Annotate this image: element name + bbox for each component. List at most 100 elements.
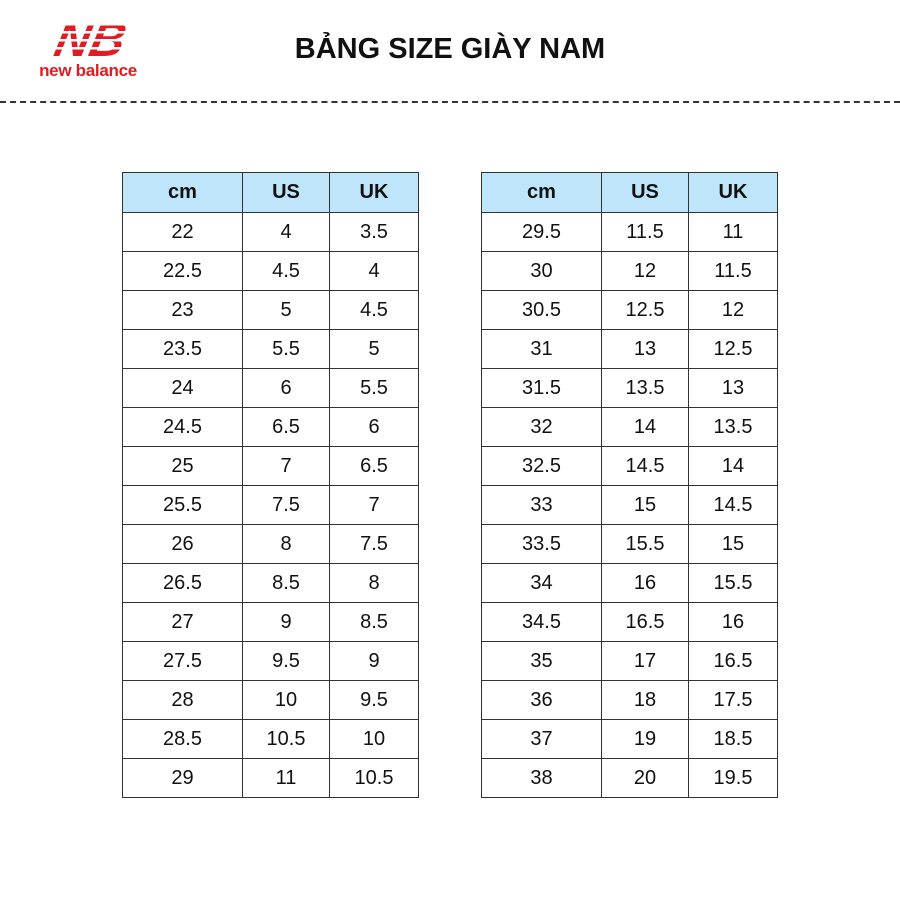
cell-cm: 32 [481,407,602,447]
cell-us: 15 [601,485,689,525]
cell-us: 20 [601,758,689,798]
cell-us: 6.5 [242,407,330,447]
cell-uk: 10 [329,719,419,759]
header-us: US [242,172,330,213]
cell-us: 11 [242,758,330,798]
cell-cm: 22 [122,212,243,252]
table-row: 30 12 11.5 [481,251,778,291]
cell-us: 8 [242,524,330,564]
cell-uk: 5 [329,329,419,369]
cell-uk: 17.5 [688,680,778,720]
cell-uk: 13 [688,368,778,408]
table-row: 27 9 8.5 [122,602,419,642]
table-row: 34 16 15.5 [481,563,778,603]
cell-us: 6 [242,368,330,408]
cell-cm: 34.5 [481,602,602,642]
cell-cm: 33.5 [481,524,602,564]
cell-uk: 12 [688,290,778,330]
cell-cm: 23.5 [122,329,243,369]
cell-us: 9.5 [242,641,330,681]
size-table-right: cm US UK 29.5 11.5 11 30 12 11.5 30.5 12.5 12 31 1… [481,172,778,798]
cell-us: 16.5 [601,602,689,642]
cell-uk: 8.5 [329,602,419,642]
cell-cm: 22.5 [122,251,243,291]
table-row: 36 18 17.5 [481,680,778,720]
cell-uk: 6.5 [329,446,419,486]
table-row: 27.5 9.5 9 [122,641,419,681]
cell-cm: 35 [481,641,602,681]
header-us: US [601,172,689,213]
cell-us: 5.5 [242,329,330,369]
table-row: 28.5 10.5 10 [122,719,419,759]
table-row: 23.5 5.5 5 [122,329,419,369]
cell-us: 9 [242,602,330,642]
cell-us: 16 [601,563,689,603]
table-row: 28 10 9.5 [122,680,419,720]
cell-uk: 13.5 [688,407,778,447]
table-row: 38 20 19.5 [481,758,778,798]
cell-cm: 30 [481,251,602,291]
nb-logo-icon: NB [30,13,146,67]
table-row: 24 6 5.5 [122,368,419,408]
cell-uk: 3.5 [329,212,419,252]
cell-uk: 6 [329,407,419,447]
cell-cm: 37 [481,719,602,759]
cell-uk: 7.5 [329,524,419,564]
cell-cm: 24.5 [122,407,243,447]
cell-uk: 4.5 [329,290,419,330]
cell-us: 13 [601,329,689,369]
cell-uk: 14 [688,446,778,486]
table-row: 22 4 3.5 [122,212,419,252]
cell-cm: 28.5 [122,719,243,759]
table-row: 33 15 14.5 [481,485,778,525]
cell-cm: 31 [481,329,602,369]
cell-uk: 15 [688,524,778,564]
cell-cm: 38 [481,758,602,798]
cell-us: 18 [601,680,689,720]
cell-us: 17 [601,641,689,681]
cell-us: 4 [242,212,330,252]
cell-uk: 11.5 [688,251,778,291]
cell-cm: 33 [481,485,602,525]
table-row: 26 8 7.5 [122,524,419,564]
cell-cm: 26.5 [122,563,243,603]
table-row: 34.5 16.5 16 [481,602,778,642]
header-cm: cm [481,172,602,213]
cell-uk: 14.5 [688,485,778,525]
cell-cm: 23 [122,290,243,330]
cell-us: 7.5 [242,485,330,525]
table-row: 35 17 16.5 [481,641,778,681]
cell-uk: 7 [329,485,419,525]
dashed-divider [0,101,900,103]
cell-cm: 26 [122,524,243,564]
table-row: 29 11 10.5 [122,758,419,798]
cell-uk: 10.5 [329,758,419,798]
table-row: 33.5 15.5 15 [481,524,778,564]
cell-cm: 36 [481,680,602,720]
header-cm: cm [122,172,243,213]
cell-cm: 29 [122,758,243,798]
cell-cm: 30.5 [481,290,602,330]
table-row: 31 13 12.5 [481,329,778,369]
table-row: 22.5 4.5 4 [122,251,419,291]
cell-us: 7 [242,446,330,486]
cell-uk: 9.5 [329,680,419,720]
cell-cm: 27.5 [122,641,243,681]
cell-cm: 27 [122,602,243,642]
cell-us: 15.5 [601,524,689,564]
cell-cm: 28 [122,680,243,720]
cell-cm: 31.5 [481,368,602,408]
header-uk: UK [688,172,778,213]
logo-wordmark: new balance [39,61,137,80]
cell-cm: 25 [122,446,243,486]
cell-uk: 15.5 [688,563,778,603]
header-uk: UK [329,172,419,213]
cell-us: 10 [242,680,330,720]
cell-cm: 32.5 [481,446,602,486]
cell-us: 14.5 [601,446,689,486]
table-row: 25.5 7.5 7 [122,485,419,525]
page-title: BẢNG SIZE GIÀY NAM [294,33,606,65]
cell-cm: 29.5 [481,212,602,252]
table-row: 31.5 13.5 13 [481,368,778,408]
cell-uk: 19.5 [688,758,778,798]
